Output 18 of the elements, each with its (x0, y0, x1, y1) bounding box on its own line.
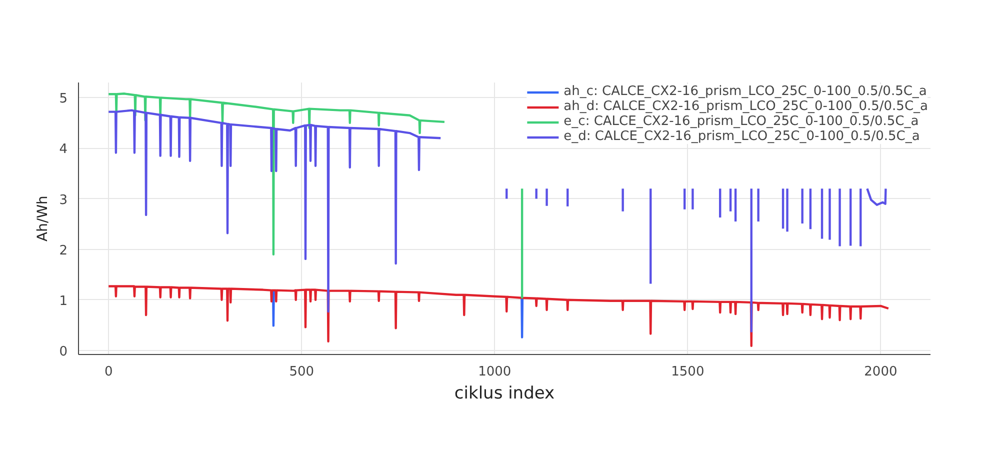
y-tick-label: 2 (59, 243, 68, 258)
x-tick-label: 2000 (864, 364, 898, 380)
legend-label: e_c: CALCE_CX2-16_prism_LCO_25C_0-100_0.5/0.5C_a (564, 114, 919, 129)
y-tick-label: 0 (59, 344, 68, 360)
y-tick-label: 4 (59, 142, 68, 158)
legend-label: ah_c: CALCE_CX2-16_prism_LCO_25C_0-100_0.5/0.5C_a (564, 84, 927, 99)
y-tick-label: 5 (59, 92, 68, 107)
legend-label: ah_d: CALCE_CX2-16_prism_LCO_25C_0-100_0.5/0.5C_a (564, 99, 928, 114)
x-axis-title: ciklus index (454, 384, 555, 404)
line-series (108, 285, 890, 348)
x-tick-label: 1500 (671, 364, 704, 380)
y-tick-label: 3 (59, 192, 68, 208)
x-tick-label: 500 (289, 364, 314, 380)
legend-label: e_d: CALCE_CX2-16_prism_LCO_25C_0-100_0.5/0.5C_a (564, 129, 920, 144)
y-tick-label: 1 (59, 294, 68, 309)
y-axis-title: Ah/Wh (35, 196, 52, 242)
x-tick-label: 1000 (478, 364, 512, 380)
x-tick-label: 0 (104, 364, 113, 380)
